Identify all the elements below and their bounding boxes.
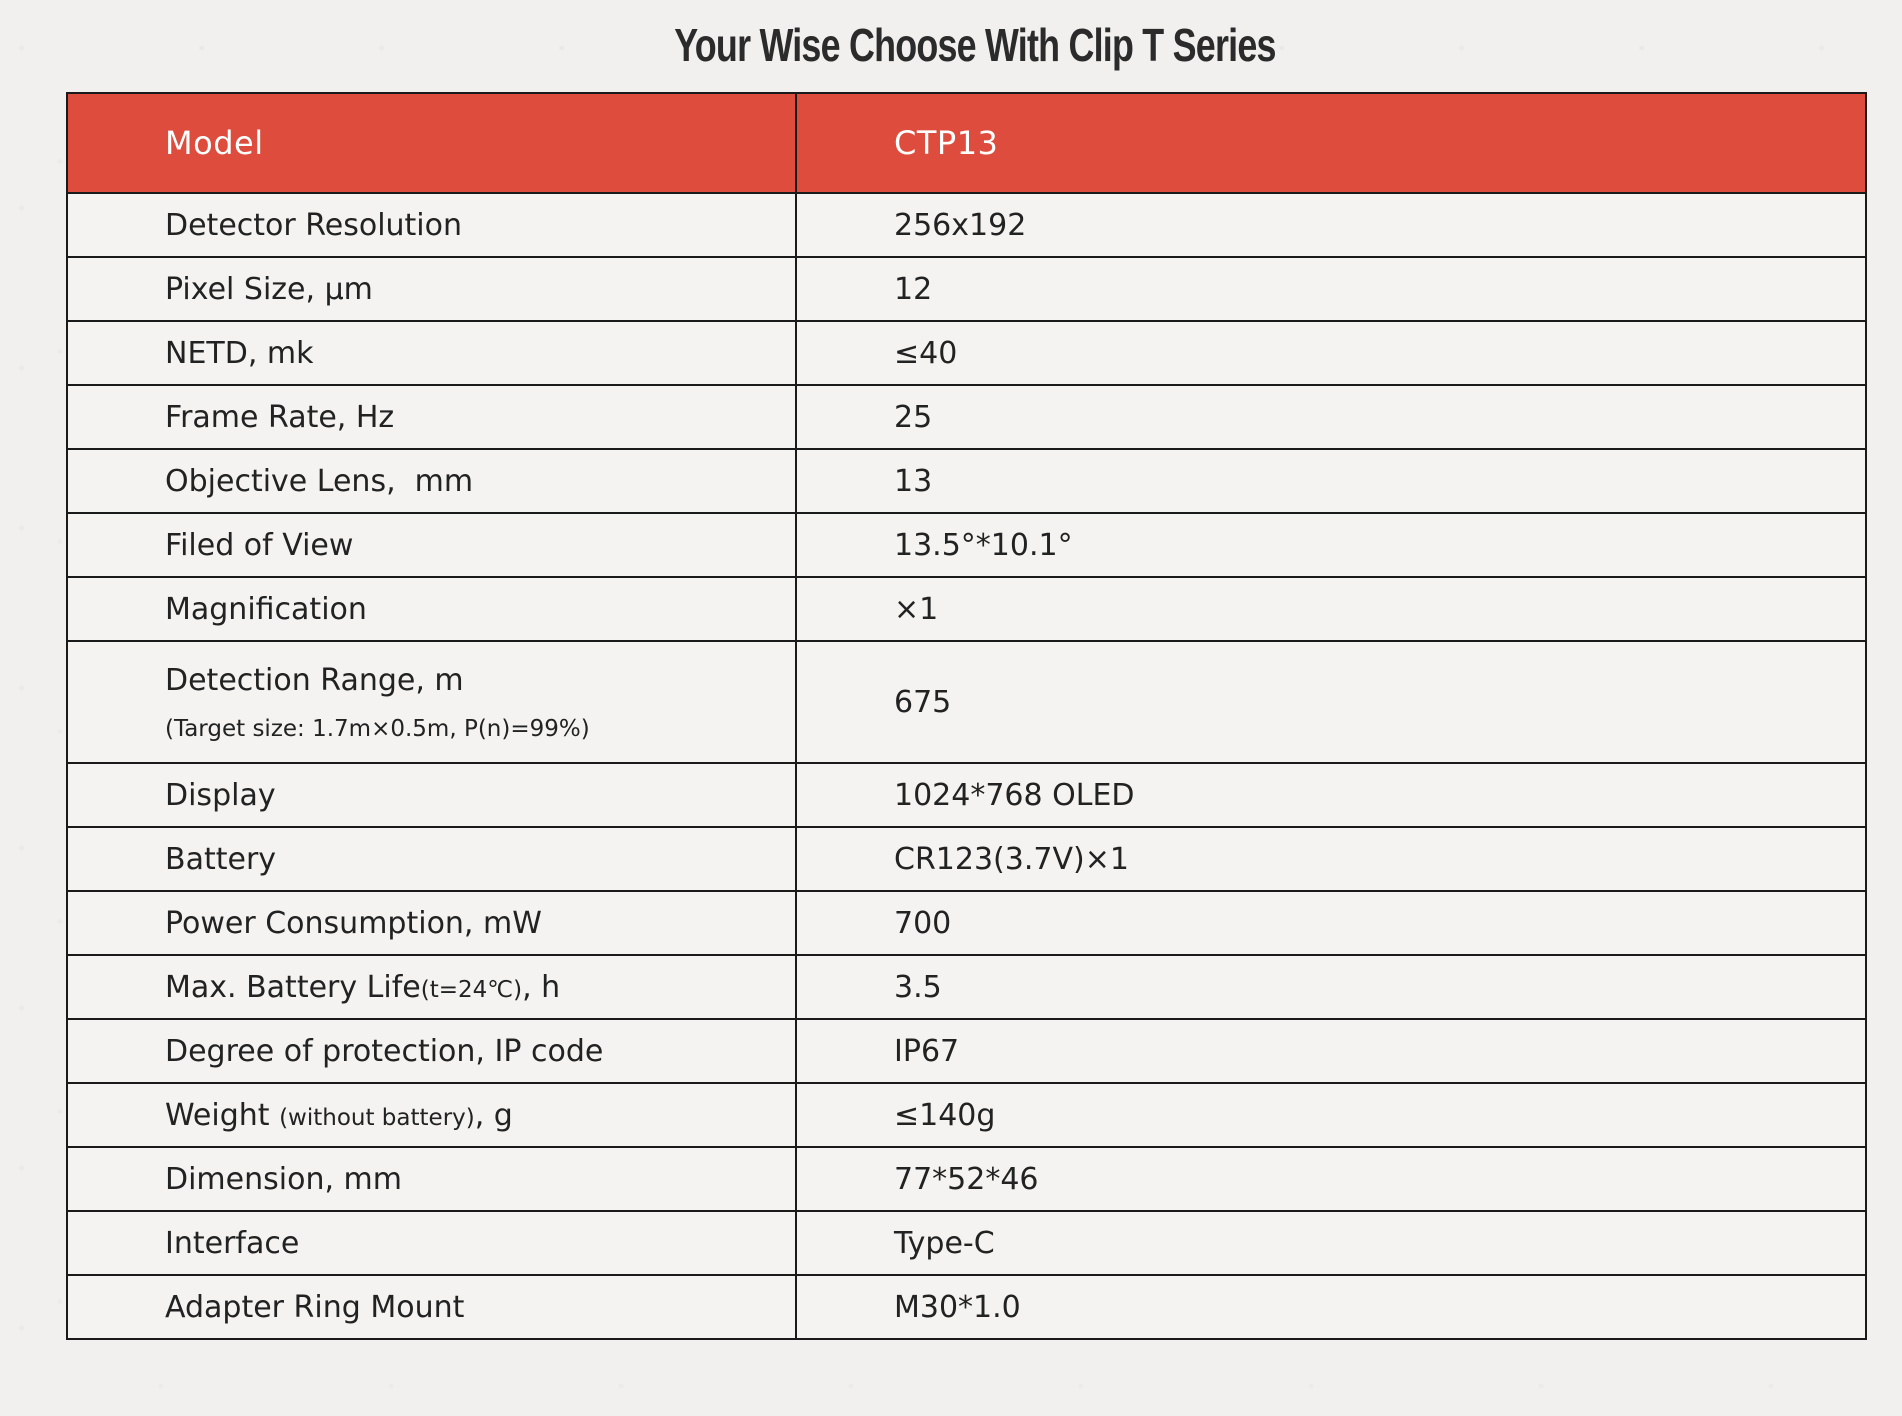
- table-row: Magnification ×1: [66, 576, 1867, 642]
- table-row: Degree of protection, IP code IP67: [66, 1018, 1867, 1084]
- table-row: NETD, mk ≤40: [66, 320, 1867, 386]
- spec-value: 13: [795, 448, 1867, 514]
- table-row: Battery CR123(3.7V)×1: [66, 826, 1867, 892]
- spec-value: 25: [795, 384, 1867, 450]
- spec-label: Magnification: [66, 576, 797, 642]
- table-row: Detection Range, m (Target size: 1.7m×0.…: [66, 640, 1867, 764]
- spec-value: 700: [795, 890, 1867, 956]
- table-row: Frame Rate, Hz 25: [66, 384, 1867, 450]
- spec-label: Detection Range, m: [165, 662, 464, 698]
- spec-label-unit: , g: [474, 1097, 513, 1133]
- spec-value: CR123(3.7V)×1: [795, 826, 1867, 892]
- table-row: Objective Lens, mm 13: [66, 448, 1867, 514]
- spec-label: Degree of protection, IP code: [66, 1018, 797, 1084]
- spec-value: IP67: [795, 1018, 1867, 1084]
- table-row: Pixel Size, μm 12: [66, 256, 1867, 322]
- spec-label: Weight: [165, 1097, 280, 1133]
- spec-label-note: (Target size: 1.7m×0.5m, P(n)=99%): [165, 715, 590, 742]
- spec-label: Pixel Size, μm: [66, 256, 797, 322]
- table-row: Adapter Ring Mount M30*1.0: [66, 1274, 1867, 1340]
- table-row: Power Consumption, mW 700: [66, 890, 1867, 956]
- spec-label-cell: Weight (without battery), g: [66, 1082, 797, 1148]
- spec-value: 13.5°*10.1°: [795, 512, 1867, 578]
- spec-label: Adapter Ring Mount: [66, 1274, 797, 1340]
- spec-label: Filed of View: [66, 512, 797, 578]
- spec-value: ≤40: [795, 320, 1867, 386]
- header-label-cell: Model: [66, 92, 797, 194]
- table-row: Interface Type-C: [66, 1210, 1867, 1276]
- spec-label-condition: (t=24℃): [420, 976, 523, 1003]
- table-row: Display 1024*768 OLED: [66, 762, 1867, 828]
- spec-label-cell: Max. Battery Life(t=24℃), h: [66, 954, 797, 1020]
- spec-label: Battery: [66, 826, 797, 892]
- spec-label-cell: Detection Range, m (Target size: 1.7m×0.…: [66, 640, 797, 764]
- spec-value: Type-C: [795, 1210, 1867, 1276]
- table-row: Dimension, mm 77*52*46: [66, 1146, 1867, 1212]
- table-row: Max. Battery Life(t=24℃), h 3.5: [66, 954, 1867, 1020]
- spec-value: M30*1.0: [795, 1274, 1867, 1340]
- spec-value: 3.5: [795, 954, 1867, 1020]
- table-row: Detector Resolution 256x192: [66, 192, 1867, 258]
- spec-label: Power Consumption, mW: [66, 890, 797, 956]
- spec-label: NETD, mk: [66, 320, 797, 386]
- spec-label: Objective Lens, mm: [66, 448, 797, 514]
- table-header-row: Model CTP13: [66, 92, 1867, 194]
- spec-table: Model CTP13 Detector Resolution 256x192 …: [66, 92, 1867, 1340]
- spec-label: Dimension, mm: [66, 1146, 797, 1212]
- page-title: Your Wise Choose With Clip T Series: [674, 19, 1276, 71]
- spec-label: Max. Battery Life: [165, 969, 421, 1005]
- spec-value: 12: [795, 256, 1867, 322]
- spec-label: Interface: [66, 1210, 797, 1276]
- spec-label: Detector Resolution: [66, 192, 797, 258]
- table-row: Weight (without battery), g ≤140g: [66, 1082, 1867, 1148]
- spec-label: Frame Rate, Hz: [66, 384, 797, 450]
- spec-value: 77*52*46: [795, 1146, 1867, 1212]
- spec-label: Display: [66, 762, 797, 828]
- spec-value: 1024*768 OLED: [795, 762, 1867, 828]
- spec-label-unit: , h: [522, 969, 561, 1005]
- spec-value: 256x192: [795, 192, 1867, 258]
- spec-label-condition: (without battery): [279, 1104, 475, 1131]
- table-row: Filed of View 13.5°*10.1°: [66, 512, 1867, 578]
- header-value-cell: CTP13: [795, 92, 1867, 194]
- spec-value: ≤140g: [795, 1082, 1867, 1148]
- spec-value: 675: [795, 640, 1867, 764]
- spec-value: ×1: [795, 576, 1867, 642]
